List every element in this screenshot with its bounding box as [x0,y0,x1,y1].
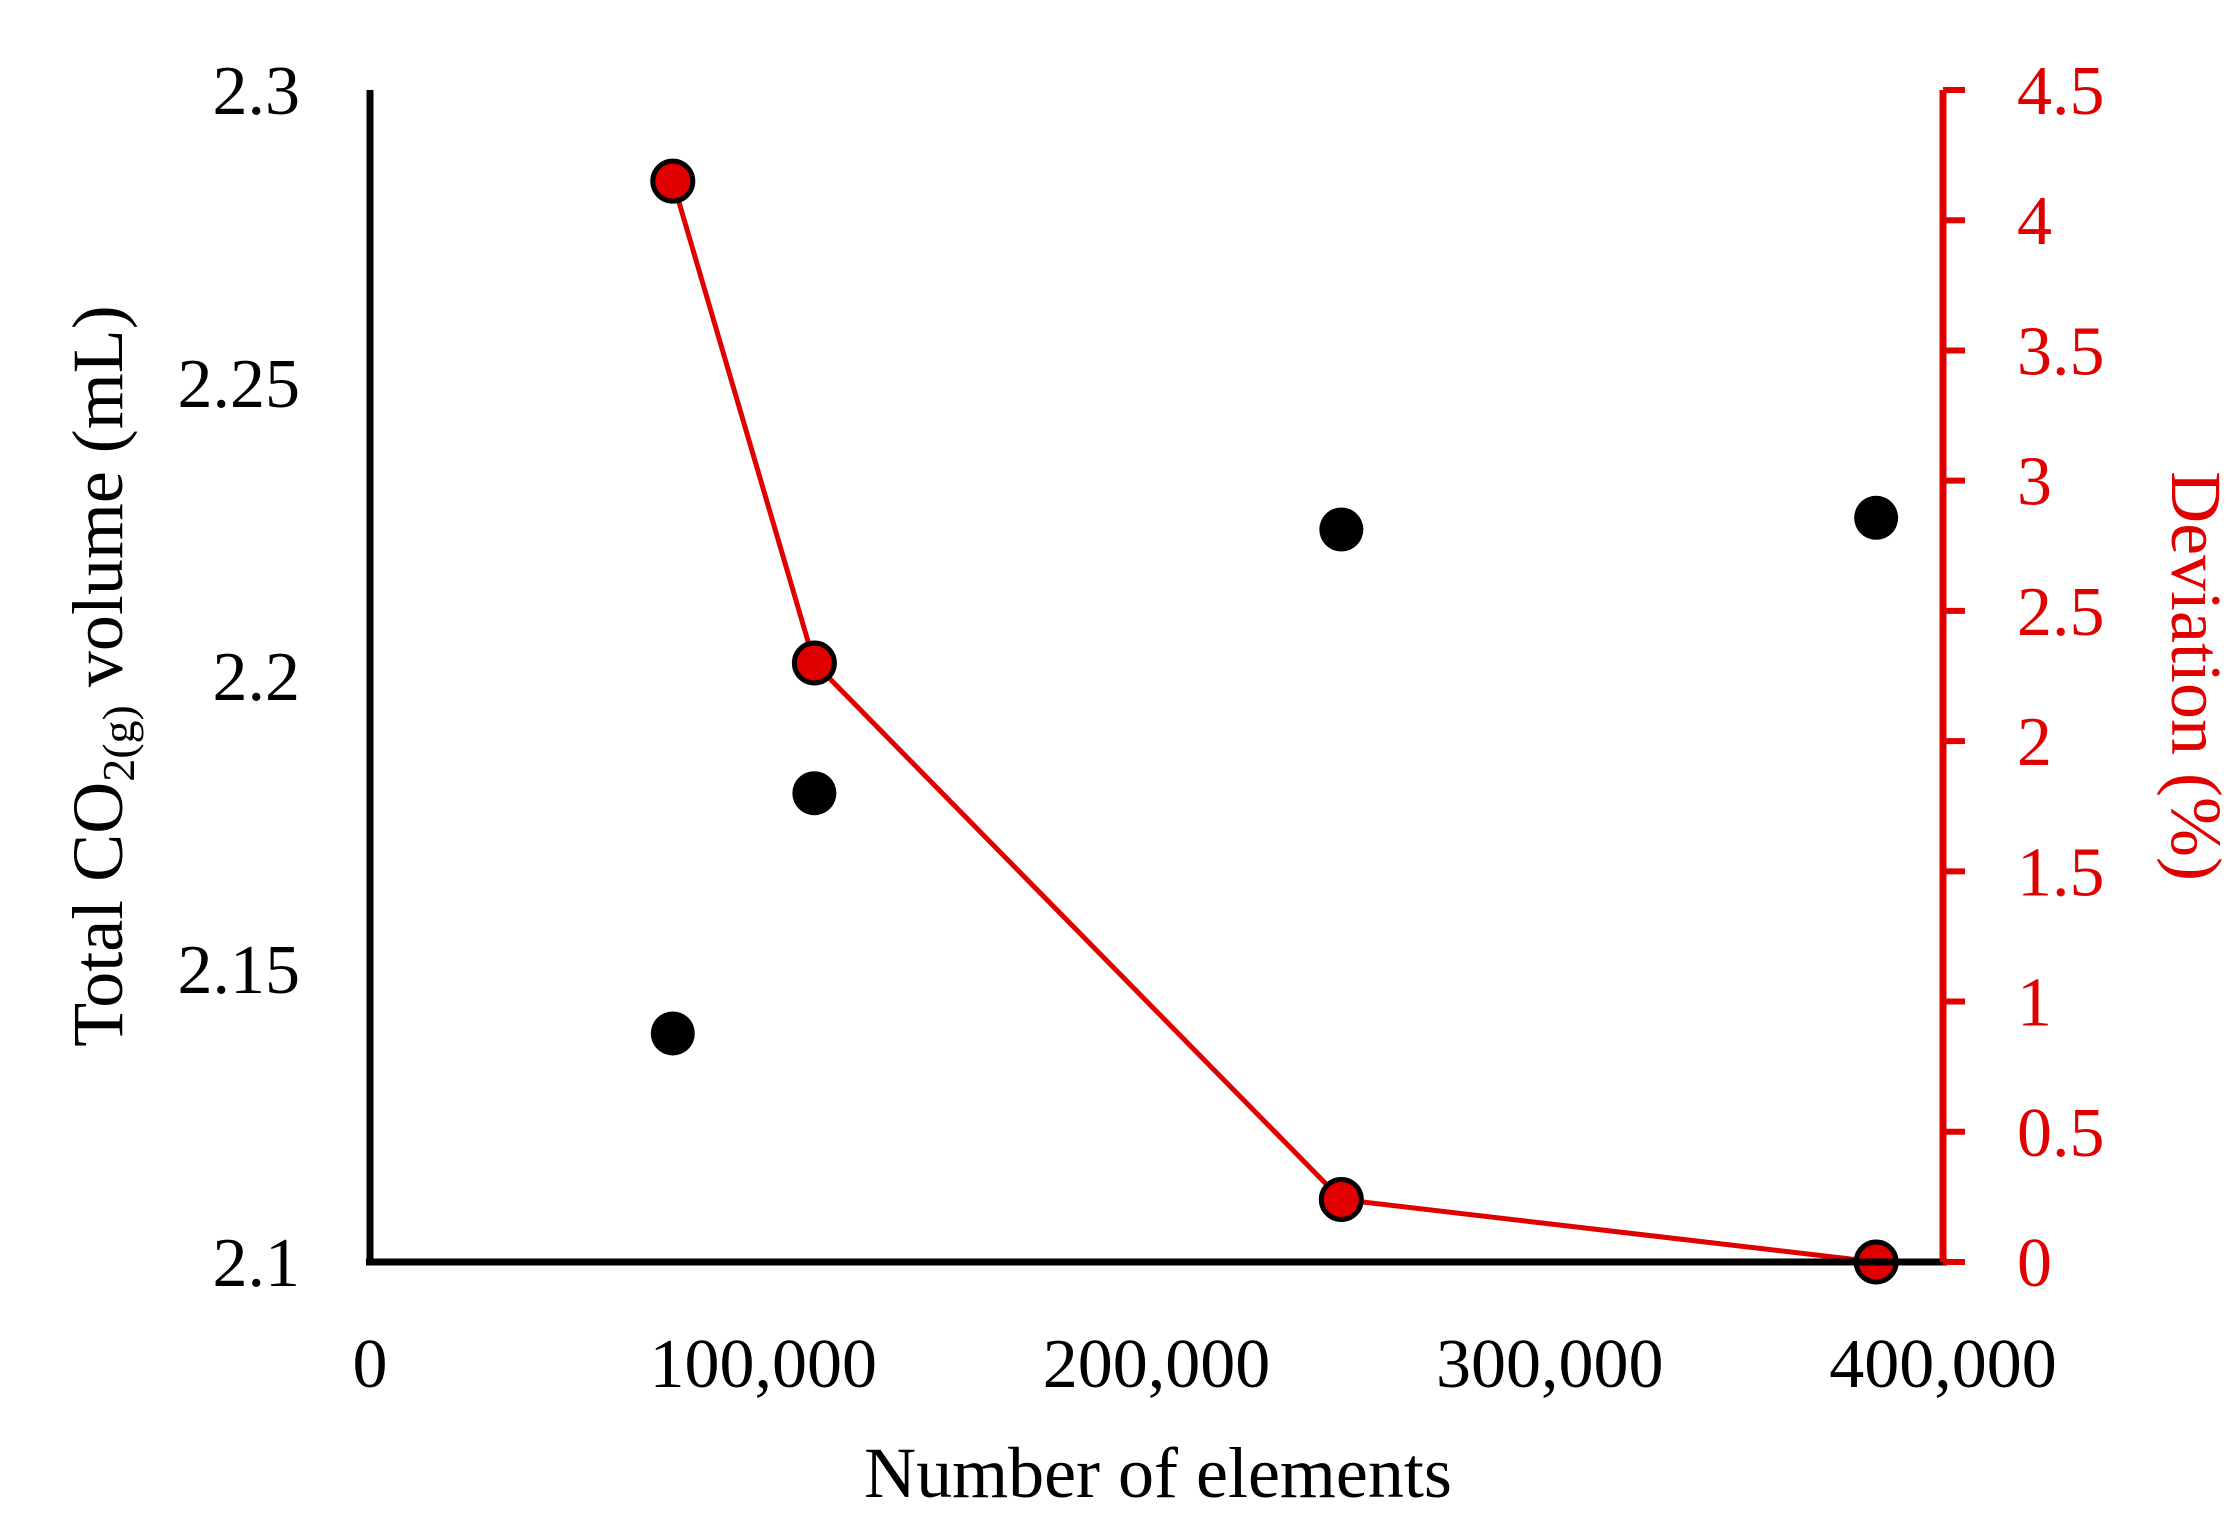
right-y-ticks: 0 0.5 1 1.5 2 2.5 3 3.5 4 4.5 [1943,53,2105,1302]
right-y-tick-label-8: 4 [2017,183,2052,260]
x-tick-labels: 0 100,000 200,000 300,000 400,000 [353,1326,2057,1403]
left-y-tick-label-1: 2.15 [178,932,301,1009]
deviation-point-1 [791,640,837,686]
deviation-point-2 [1318,1176,1364,1222]
right-y-tick-label-4: 2 [2017,704,2052,781]
volume-point-1 [792,771,837,816]
left-y-tick-label-2: 2.2 [213,639,301,716]
y-axis-title-subscript: 2(g) [93,705,144,782]
right-y-tick-label-7: 3.5 [2017,313,2105,390]
left-y-tick-label-3: 2.25 [178,346,301,423]
left-y-tick-label-0: 2.1 [213,1225,301,1302]
right-y-tick-label-3: 1.5 [2017,834,2105,911]
right-y-tick-label-0: 0 [2017,1225,2052,1302]
deviation-series-line [670,180,1877,1265]
right-y-tick-label-9: 4.5 [2017,53,2105,130]
x-tick-label-0: 0 [353,1326,388,1403]
volume-point-0 [650,1011,695,1056]
x-tick-label-4: 400,000 [1829,1326,2057,1403]
y-axis-title-suffix: volume (mL) [58,305,138,705]
deviation-line [670,180,1877,1265]
y-axis-title: Total CO2(g) volume (mL) [58,305,144,1046]
x-tick-label-1: 100,000 [650,1326,878,1403]
y2-axis-title: Deviation (%) [2156,471,2236,881]
plot-points [650,158,1899,1285]
y-axis-title-prefix: Total CO [58,782,138,1047]
x-tick-label-2: 200,000 [1043,1326,1271,1403]
right-y-tick-label-5: 2.5 [2017,574,2105,651]
x-tick-label-3: 300,000 [1436,1326,1664,1403]
left-y-tick-labels: 2.1 2.15 2.2 2.25 2.3 [178,53,301,1302]
volume-point-3 [1854,495,1899,540]
left-y-tick-label-4: 2.3 [213,53,301,130]
x-axis-title: Number of elements [864,1433,1452,1513]
deviation-point-0 [650,158,696,204]
right-y-tick-label-1: 0.5 [2017,1095,2105,1172]
right-y-tick-label-6: 3 [2017,444,2052,521]
right-y-tick-label-2: 1 [2017,965,2052,1042]
volume-point-2 [1319,507,1364,552]
